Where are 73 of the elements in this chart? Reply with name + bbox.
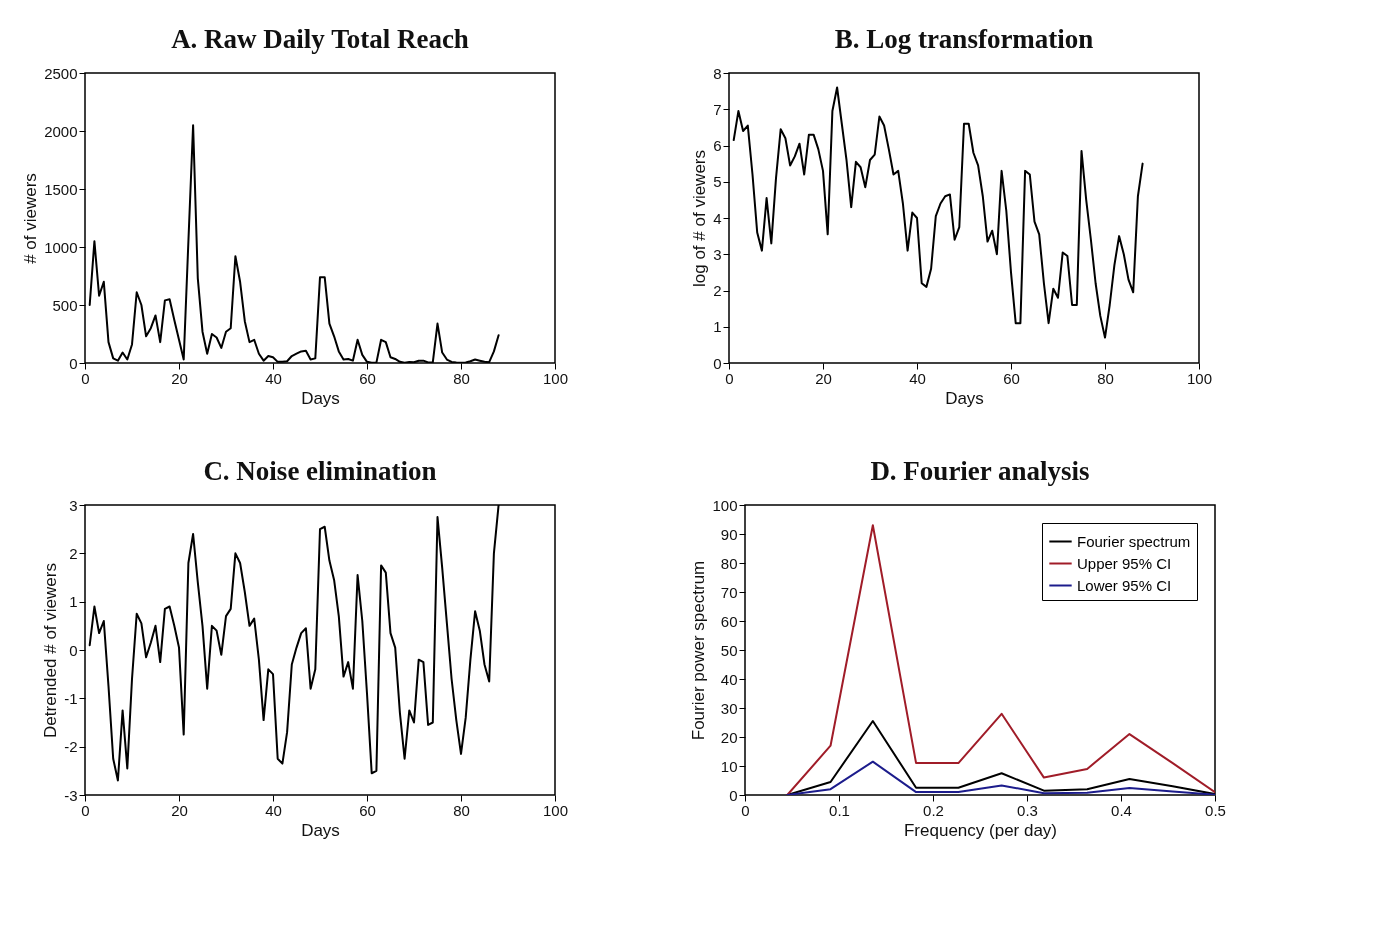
chart-title: B. Log transformation [834,24,1094,54]
y-axis-title: log of # of viewers [690,149,710,288]
x-tick-label: 20 [171,801,188,819]
y-tick-label: 1 [69,593,78,611]
x-tick-label: 40 [265,369,282,387]
x-tick-label: 0 [741,801,750,819]
y-tick-label: 2500 [44,64,78,82]
y-tick-label: -2 [64,738,78,756]
y-tick-label: 6 [713,137,722,154]
y-tick-label: 100 [712,496,738,514]
legend-label: Lower 95% CI [1077,576,1172,594]
x-tick-label: 100 [542,369,569,387]
y-tick-label: 1500 [44,180,78,198]
y-tick-label: 1000 [44,238,78,256]
y-tick-label: 60 [720,612,738,630]
y-tick-label: 30 [720,699,738,717]
y-tick-label: 3 [69,496,78,514]
y-tick-label: -1 [64,689,78,707]
y-tick-label: 1 [713,318,722,336]
x-tick-label: 80 [453,801,470,819]
y-tick-label: 2 [713,282,722,299]
x-tick-label: 0.5 [1205,801,1226,819]
x-tick-label: 0.2 [923,801,944,819]
legend-label: Fourier spectrum [1077,532,1191,550]
y-tick-label: 4 [713,209,722,227]
chart-title: A. Raw Daily Total Reach [171,24,469,54]
x-tick-label: 0.3 [1017,801,1038,819]
x-axis-title: Days [945,388,984,408]
x-tick-label: 60 [1003,369,1020,387]
y-tick-label: 2 [69,544,78,562]
y-tick-label: 3 [713,245,722,263]
x-tick-label: 0 [81,801,90,819]
y-tick-label: 20 [720,728,738,746]
x-tick-label: 60 [359,801,376,819]
y-tick-label: 7 [713,100,722,118]
y-tick-label: -3 [64,786,78,804]
legend-label: Upper 95% CI [1077,554,1172,572]
x-axis-title: Days [301,388,340,408]
y-tick-label: 40 [720,670,738,688]
x-tick-label: 80 [453,369,470,387]
y-tick-label: 10 [720,757,738,775]
x-tick-label: 0.1 [829,801,850,819]
x-tick-label: 0 [81,369,90,387]
chart-title: D. Fourier analysis [870,456,1090,486]
x-tick-label: 20 [171,369,188,387]
x-tick-label: 100 [1186,369,1213,387]
x-tick-label: 20 [815,369,832,387]
y-axis-title: # of viewers [21,173,41,264]
x-axis-title: Days [301,820,340,840]
y-tick-label: 0 [69,354,78,372]
y-tick-label: 8 [713,64,722,82]
y-tick-label: 90 [720,525,738,543]
x-tick-label: 40 [909,369,926,387]
x-tick-label: 80 [1097,369,1114,387]
y-tick-label: 5 [713,173,722,191]
line-series [786,760,1215,795]
x-axis-title: Frequency (per day) [903,820,1058,840]
line-series [732,86,1144,339]
y-tick-label: 2000 [44,122,78,140]
y-tick-label: 500 [52,296,78,314]
y-tick-label: 80 [720,554,738,572]
y-tick-label: 0 [713,354,722,372]
x-tick-label: 0.4 [1111,801,1132,819]
x-tick-label: 40 [265,801,282,819]
y-axis-title: Fourier power spectrum [689,560,709,741]
chart-title: C. Noise elimination [203,456,437,486]
y-tick-label: 50 [720,641,738,659]
y-tick-label: 0 [69,641,78,659]
y-tick-label: 70 [720,583,738,601]
y-axis-title: Detrended # of viewers [41,563,61,738]
y-tick-label: 0 [729,786,738,804]
x-tick-label: 100 [542,801,569,819]
x-tick-label: 60 [359,369,376,387]
